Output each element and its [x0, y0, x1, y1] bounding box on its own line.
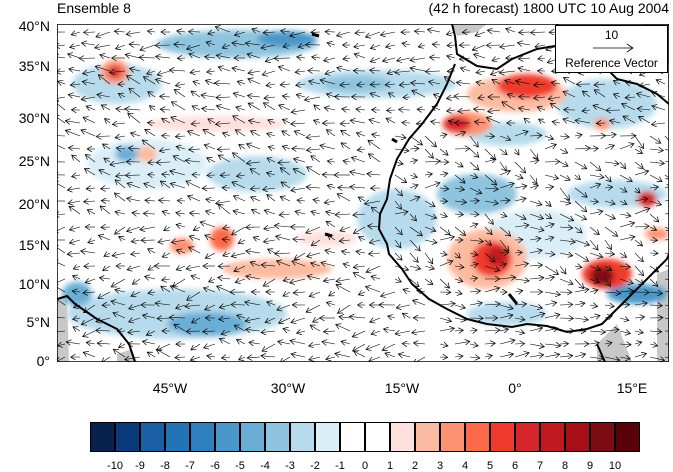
colorbar-swatch: [415, 422, 440, 452]
colorbar-swatch: [540, 422, 565, 452]
colorbar-tick-label: 3: [437, 460, 443, 472]
y-tick-label: 0°: [0, 353, 50, 369]
x-tick-label: 15°W: [385, 380, 419, 396]
y-tick-label: 40°N: [0, 18, 50, 34]
colorbar-tick-label: 2: [412, 460, 418, 472]
y-tick-label: 35°N: [0, 58, 50, 74]
panel-title: Ensemble 8: [57, 0, 131, 16]
colorbar-swatch: [240, 422, 265, 452]
colorbar-tick-label: -6: [210, 460, 220, 472]
colorbar-tick-label: 0: [362, 460, 368, 472]
forecast-time-title: (42 h forecast) 1800 UTC 10 Aug 2004: [429, 0, 669, 16]
colorbar-swatch: [490, 422, 515, 452]
colorbar-tick-label: 10: [609, 460, 621, 472]
colorbar-swatch: [190, 422, 215, 452]
colorbar-swatch: [115, 422, 140, 452]
colorbar-tick-label: 4: [462, 460, 468, 472]
x-tick-label: 0°: [508, 380, 521, 396]
colorbar-tick-label: -8: [160, 460, 170, 472]
colorbar-swatch: [265, 422, 290, 452]
y-tick-label: 25°N: [0, 153, 50, 169]
reference-vector-box: 10 Reference Vector: [555, 25, 668, 73]
colorbar-swatch: [465, 422, 490, 452]
reference-vector-label: Reference Vector: [556, 56, 667, 70]
reference-vector-magnitude: 10: [556, 28, 667, 42]
y-tick-label: 20°N: [0, 196, 50, 212]
colorbar-tick-label: -1: [335, 460, 345, 472]
colorbar-swatch: [340, 422, 365, 452]
colorbar-tick-label: 1: [387, 460, 393, 472]
y-tick-label: 30°N: [0, 110, 50, 126]
colorbar-tick-label: -10: [107, 460, 123, 472]
colorbar-swatch: [215, 422, 240, 452]
colorbar-tick-label: 8: [562, 460, 568, 472]
x-tick-label: 30°W: [271, 380, 305, 396]
colorbar-tick-label: -3: [285, 460, 295, 472]
colorbar-tick-label: 7: [537, 460, 543, 472]
reference-arrow-icon: [591, 43, 636, 53]
colorbar-swatch: [615, 422, 640, 452]
colorbar-swatch: [90, 422, 115, 452]
colorbar-swatch: [565, 422, 590, 452]
colorbar-swatch: [440, 422, 465, 452]
colorbar-swatch: [390, 422, 415, 452]
colorbar-tick-label: -5: [235, 460, 245, 472]
colorbar-tick-label: 9: [587, 460, 593, 472]
colorbar-swatch: [365, 422, 390, 452]
x-tick-label: 45°W: [153, 380, 187, 396]
colorbar-tick-label: 5: [487, 460, 493, 472]
x-tick-label: 15°E: [617, 380, 648, 396]
colorbar-tick-label: -2: [310, 460, 320, 472]
y-tick-label: 15°N: [0, 237, 50, 253]
colorbar-swatch: [315, 422, 340, 452]
colorbar-tick-label: 6: [512, 460, 518, 472]
colorbar-tick-label: -9: [135, 460, 145, 472]
map-plot: [57, 24, 669, 362]
y-tick-label: 10°N: [0, 276, 50, 292]
colorbar-tick-label: -4: [260, 460, 270, 472]
colorbar-swatch: [290, 422, 315, 452]
colorbar-swatch: [165, 422, 190, 452]
y-tick-label: 5°N: [0, 314, 50, 330]
colorbar-swatch: [590, 422, 615, 452]
colorbar-swatch: [515, 422, 540, 452]
colorbar-tick-label: -7: [185, 460, 195, 472]
colorbar-swatch: [140, 422, 165, 452]
